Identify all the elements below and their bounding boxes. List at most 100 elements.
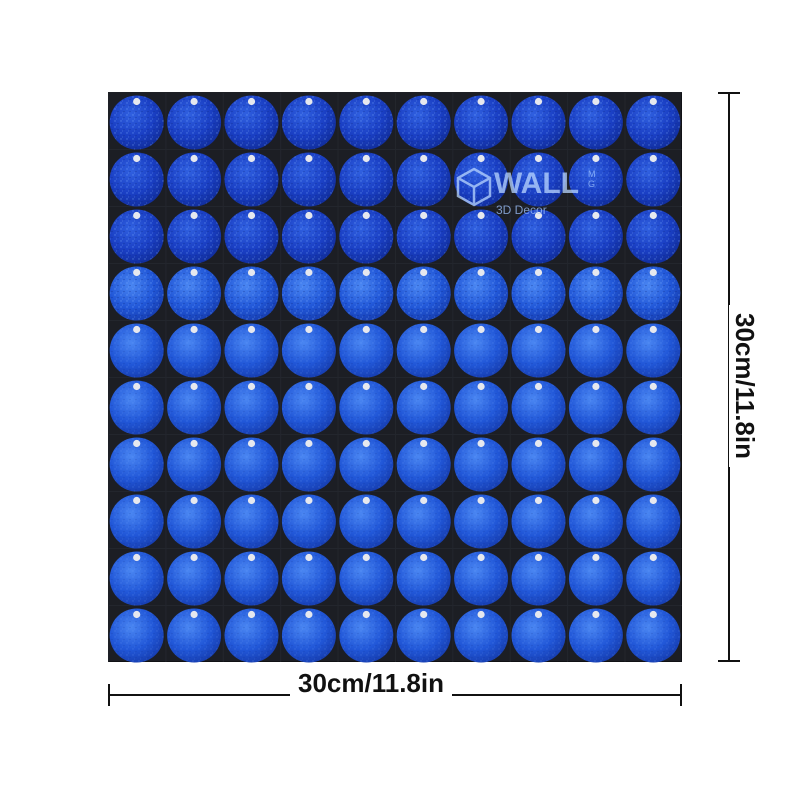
sequin-disc [109, 266, 164, 321]
sequin-disc [454, 380, 509, 435]
sequin-disc [626, 437, 681, 492]
sequin-pin [247, 553, 256, 562]
sequin-disc [281, 95, 336, 150]
sequin-disc [454, 209, 509, 264]
sequin-pin [649, 154, 657, 163]
sequin-pin [305, 211, 313, 220]
sequin-disc [281, 266, 336, 321]
sequin-disc [167, 266, 222, 321]
sequin-pin [190, 211, 198, 220]
sequin-pin [247, 154, 256, 163]
sequin-pin [420, 610, 428, 619]
sequin-pin [592, 382, 600, 391]
brand-watermark: WALL MG 3D Decor [456, 163, 606, 223]
sequin-disc [511, 323, 566, 378]
sequin-pin [133, 439, 141, 448]
sequin-disc [396, 266, 451, 321]
sequin-pin [247, 496, 256, 505]
sequin-pin [534, 97, 543, 106]
sequin-pin [190, 154, 198, 163]
sequin-disc [511, 608, 566, 663]
sequin-disc [568, 95, 623, 150]
sequin-disc [626, 266, 681, 321]
sequin-pin [534, 382, 543, 391]
sequin-disc [396, 95, 451, 150]
sequin-pin [133, 610, 141, 619]
sequin-disc [454, 266, 509, 321]
sequin-disc [396, 323, 451, 378]
sequin-pin [305, 154, 313, 163]
sequin-pin [420, 154, 428, 163]
sequin-disc [167, 437, 222, 492]
sequin-disc [396, 380, 451, 435]
sequin-pin [477, 496, 485, 505]
sequin-disc [396, 494, 451, 549]
sequin-pin [190, 97, 198, 106]
sequin-pin [133, 553, 141, 562]
sequin-disc [281, 551, 336, 606]
sequin-disc [339, 608, 394, 663]
sequin-pin [649, 211, 657, 220]
sequin-pin [477, 268, 485, 277]
sequin-disc [224, 323, 279, 378]
sequin-pin [190, 439, 198, 448]
sequin-disc [454, 323, 509, 378]
sequin-pin [592, 439, 600, 448]
sequin-pin [649, 439, 657, 448]
sequin-pin [420, 325, 428, 334]
sequin-pin [477, 439, 485, 448]
sequin-disc [511, 266, 566, 321]
sequin-pin [305, 382, 313, 391]
sequin-pin [133, 211, 141, 220]
sequin-pin [649, 268, 657, 277]
sequin-disc [224, 380, 279, 435]
sequin-disc [281, 437, 336, 492]
sequin-pin [247, 325, 256, 334]
sequin-pin [649, 97, 657, 106]
sequin-disc [109, 437, 164, 492]
sequin-disc [511, 95, 566, 150]
sequin-disc [224, 437, 279, 492]
sequin-pin [649, 325, 657, 334]
sequin-pin [133, 496, 141, 505]
sequin-pin [305, 610, 313, 619]
sequin-disc [109, 209, 164, 264]
sequin-disc [626, 380, 681, 435]
sequin-pin [477, 97, 485, 106]
sequin-disc [626, 209, 681, 264]
cube-logo-icon [456, 167, 492, 207]
sequin-pin [649, 496, 657, 505]
sequin-disc [626, 494, 681, 549]
sequin-disc [339, 551, 394, 606]
sequin-pin [534, 154, 543, 163]
sequin-pin [477, 211, 485, 220]
sequin-pin [190, 610, 198, 619]
sequin-pin [247, 610, 256, 619]
sequin-disc [167, 608, 222, 663]
sequin-disc [224, 551, 279, 606]
sequin-disc [167, 323, 222, 378]
sequin-pin [362, 211, 370, 220]
sequin-disc [511, 551, 566, 606]
sequin-disc [396, 209, 451, 264]
sequin-pin [190, 268, 198, 277]
sequin-pin [534, 268, 543, 277]
sequin-pin [362, 439, 370, 448]
sequin-pin [592, 154, 600, 163]
sequin-disc [339, 323, 394, 378]
sequin-disc [511, 152, 566, 207]
sequin-disc [281, 209, 336, 264]
sequin-pin [190, 496, 198, 505]
sequin-disc [281, 323, 336, 378]
sequin-pin [477, 553, 485, 562]
sequin-disc [396, 152, 451, 207]
sequin-pin [305, 553, 313, 562]
sequin-pin [420, 268, 428, 277]
sequin-pin [247, 382, 256, 391]
sequin-pin [420, 496, 428, 505]
sequin-pin [133, 97, 141, 106]
sequin-disc [511, 380, 566, 435]
sequin-disc [167, 380, 222, 435]
